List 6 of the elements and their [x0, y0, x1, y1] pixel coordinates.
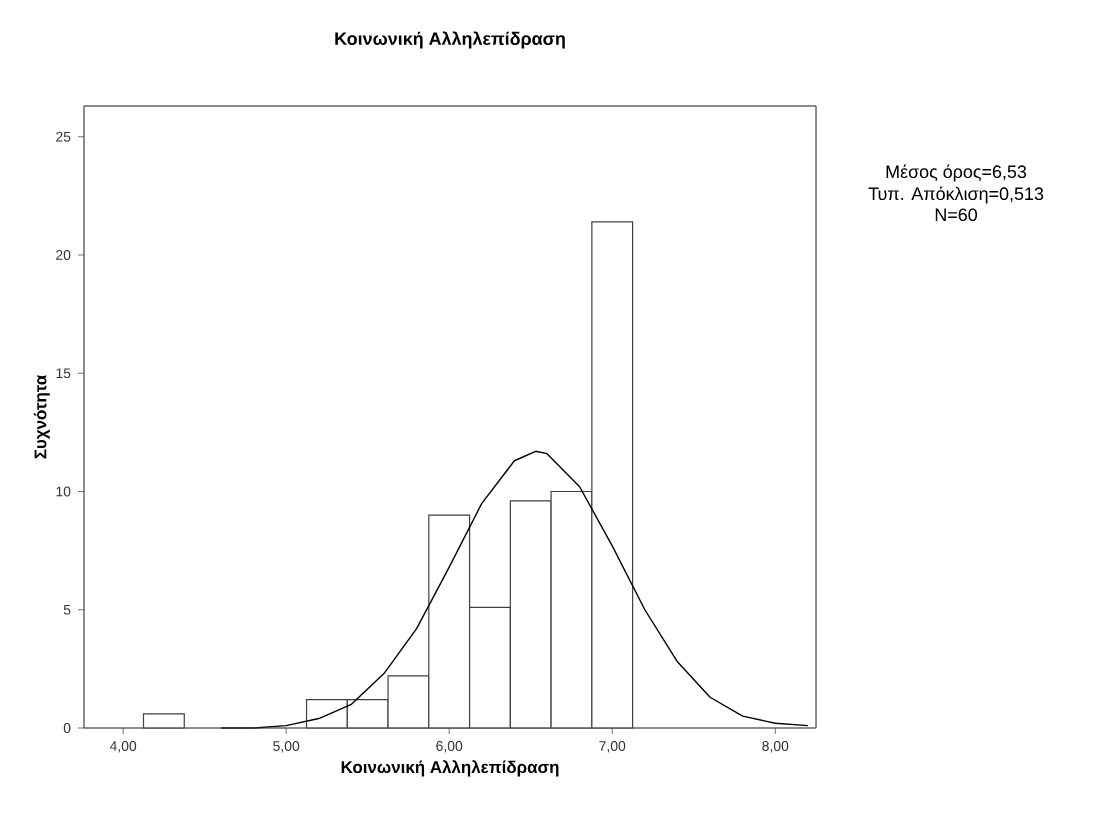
text: Τυπ. Απόκλιση=0,513: [868, 186, 1044, 204]
y-axis-title: Συχνότητα: [33, 374, 50, 459]
chart-title: Κοινωνική Αλληλεπίδραση: [335, 31, 565, 49]
x-axis-title: Κοινωνική Αλληλεπίδραση: [341, 760, 559, 777]
text: N=60: [935, 208, 978, 222]
text: Μέσος όρος=6,53: [886, 164, 1027, 182]
